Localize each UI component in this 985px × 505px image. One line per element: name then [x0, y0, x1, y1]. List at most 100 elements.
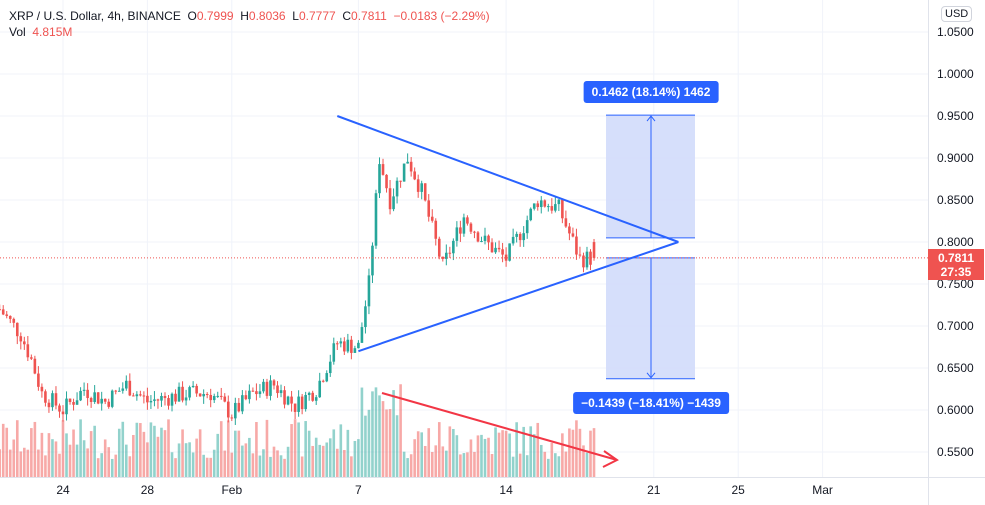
candle-body [163, 395, 167, 399]
triangle-upper-line [336, 115, 679, 243]
volume-bar [427, 428, 431, 477]
volume-label: Vol [9, 25, 26, 39]
volume-bar [135, 422, 139, 477]
open-label: O [187, 9, 197, 23]
price-tick: 0.6000 [937, 403, 974, 417]
candle-body [58, 405, 61, 412]
volume-bar [251, 453, 255, 477]
candle-body [297, 396, 300, 412]
volume-bar [293, 419, 297, 477]
volume-bar [445, 450, 448, 477]
price-tick: 1.0500 [937, 25, 974, 39]
candle-body [103, 398, 107, 402]
candle-body [230, 417, 234, 419]
arrow-down-icon [646, 372, 656, 379]
candle-body [156, 399, 160, 401]
candle-body [12, 318, 16, 323]
volume-bar [37, 449, 40, 477]
candle-body [198, 393, 202, 397]
volume-bar [72, 429, 75, 477]
volume-bar [107, 447, 111, 477]
volume-bar [462, 453, 466, 477]
price-tick: 1.0000 [937, 67, 974, 81]
volume-bar [79, 419, 82, 477]
volume-bar [114, 454, 118, 477]
volume-bar [65, 433, 68, 477]
volume-bar [406, 458, 409, 477]
volume-bar [248, 437, 251, 477]
candle-body [543, 200, 547, 207]
volume-bar [399, 384, 402, 477]
volume-bar [480, 434, 483, 477]
candle-body [0, 309, 1, 311]
candle-body [79, 390, 82, 401]
candle-body [191, 385, 195, 388]
candle-body [399, 180, 402, 182]
candle-body [93, 392, 96, 402]
candle-body [430, 216, 434, 221]
candle-body [452, 240, 455, 254]
volume-bar [441, 446, 445, 477]
candle-body [100, 398, 103, 404]
volume-bar [68, 444, 72, 477]
candle-body [170, 393, 174, 406]
candle-body [539, 200, 543, 208]
candle-body [15, 322, 19, 337]
candle-body [279, 390, 283, 394]
candle-body [416, 179, 420, 192]
volume-bar [437, 422, 441, 477]
arrow-right-icon [602, 450, 619, 468]
candle-body [5, 314, 9, 316]
volume-bar [561, 433, 564, 477]
volume-bar [539, 444, 543, 477]
volume-bar [550, 442, 554, 477]
volume-bar [195, 438, 198, 477]
volume-bar [30, 428, 33, 477]
candle-body [276, 385, 279, 394]
volume-bar [163, 430, 167, 477]
candle-body [589, 251, 592, 265]
price-tick: 0.7500 [937, 277, 974, 291]
candle-body [86, 389, 89, 399]
volume-bar [241, 445, 244, 477]
candle-body [283, 390, 286, 405]
candle-body [8, 315, 12, 319]
candle-body [23, 341, 26, 345]
candle-body [68, 398, 72, 402]
volume-bar [276, 450, 279, 477]
candle-body [82, 389, 86, 391]
candle-body [117, 390, 121, 392]
volume-bar [125, 444, 128, 477]
volume-bar [26, 449, 30, 477]
candle-body [286, 396, 290, 405]
volume-bar [476, 435, 480, 477]
triangle-lower-line [358, 241, 679, 353]
volume-bar [518, 453, 522, 477]
currency-button[interactable]: USD [941, 6, 973, 22]
volume-bar [385, 409, 388, 477]
candle-body [135, 394, 139, 397]
volume-bar [336, 448, 339, 477]
volume-bar [262, 449, 265, 477]
volume-bar [283, 458, 286, 477]
candle-body [409, 161, 413, 172]
volume-bar [128, 456, 132, 477]
volume-bar [357, 439, 360, 477]
volume-bar [205, 457, 209, 477]
candle-body [160, 395, 163, 401]
volume-bar [93, 425, 96, 477]
time-tick: Feb [221, 483, 243, 497]
candle-body [557, 199, 561, 205]
candle-body [290, 396, 293, 404]
volume-bar [568, 428, 571, 477]
volume-bar [543, 451, 547, 477]
symbol-label[interactable]: XRP / U.S. Dollar, 4h, BINANCE [9, 9, 181, 23]
candle-body [487, 235, 490, 243]
candle-body [244, 395, 248, 400]
candle-body [420, 183, 423, 192]
volume-bar [188, 442, 191, 477]
volume-bar [350, 456, 353, 477]
price-tick: 0.9000 [937, 151, 974, 165]
volume-bar [297, 422, 300, 477]
